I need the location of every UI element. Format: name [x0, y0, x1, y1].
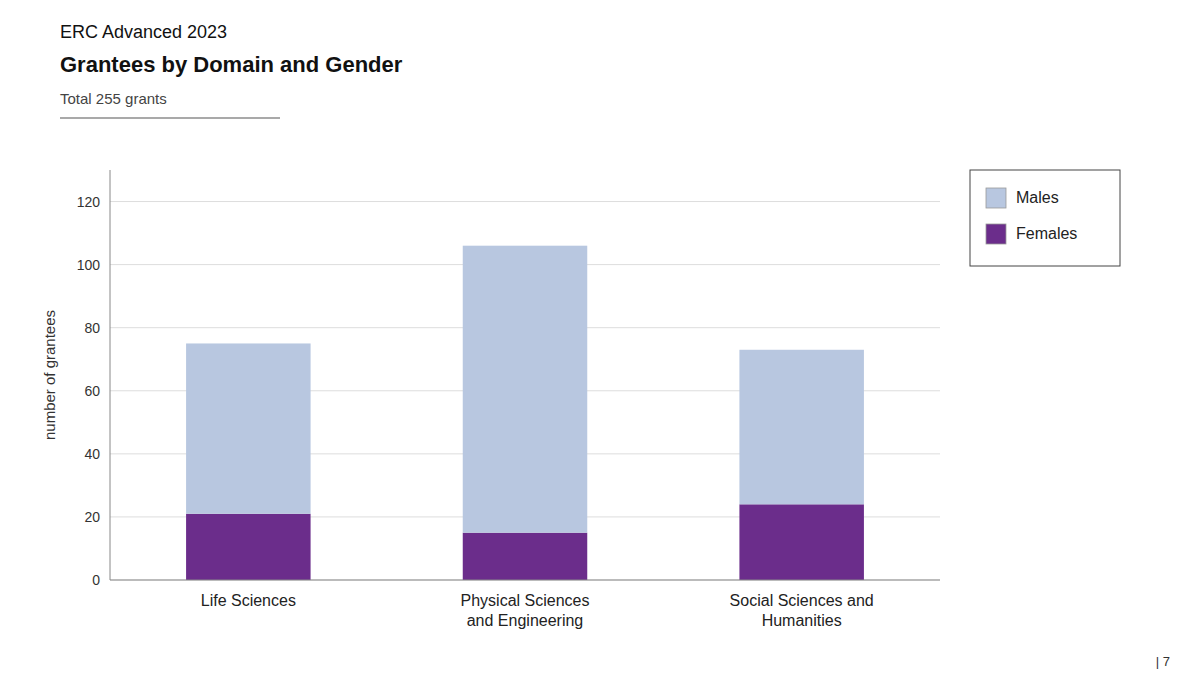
- y-tick-label: 80: [84, 320, 100, 336]
- chart-svg: ERC Advanced 2023 Grantees by Domain and …: [0, 0, 1200, 680]
- legend-frame: [970, 170, 1120, 266]
- bar-segment: [739, 504, 864, 580]
- grid-line: [110, 201, 940, 202]
- y-tick-label: 100: [77, 257, 101, 273]
- y-tick-label: 20: [84, 509, 100, 525]
- title: ERC Advanced 2023: [60, 22, 227, 42]
- x-tick-label: Life Sciences: [201, 592, 296, 609]
- legend-label: Females: [1016, 225, 1077, 242]
- y-tick-label: 60: [84, 383, 100, 399]
- legend: Males Females: [970, 170, 1120, 266]
- x-tick-label-line: and Engineering: [467, 612, 584, 629]
- y-tick-label: 120: [77, 194, 101, 210]
- y-tick-label: 40: [84, 446, 100, 462]
- legend-swatch: [986, 224, 1006, 244]
- grid-line: [110, 580, 940, 581]
- y-axis-line: [110, 170, 111, 580]
- annotation: | 7: [1156, 654, 1170, 669]
- bar-segment: [463, 533, 588, 580]
- x-axis-line: [110, 580, 940, 581]
- title-rule: [60, 117, 280, 118]
- title: Grantees by Domain and Gender: [60, 52, 403, 77]
- bar-segment: [739, 350, 864, 505]
- x-tick-label: Social Sciences and Humanities: [730, 592, 874, 629]
- x-tick-label-line: Life Sciences: [201, 592, 296, 609]
- bars: [186, 246, 864, 580]
- y-axis-label: number of grantees: [41, 310, 58, 440]
- bar-segment: [463, 246, 588, 533]
- legend-swatch: [986, 188, 1006, 208]
- legend-label: Males: [1016, 189, 1059, 206]
- bar-segment: [186, 343, 310, 513]
- y-tick-label: 0: [92, 572, 100, 588]
- bar-segment: [186, 514, 310, 580]
- x-tick-label-line: Humanities: [762, 612, 842, 629]
- chart-container: ERC Advanced 2023 Grantees by Domain and …: [0, 0, 1200, 680]
- subtitle: Total 255 grants: [60, 90, 167, 107]
- x-tick-label: Physical Sciences and Engineering: [461, 592, 590, 629]
- x-tick-label-line: Physical Sciences: [461, 592, 590, 609]
- x-tick-label-line: Social Sciences and: [730, 592, 874, 609]
